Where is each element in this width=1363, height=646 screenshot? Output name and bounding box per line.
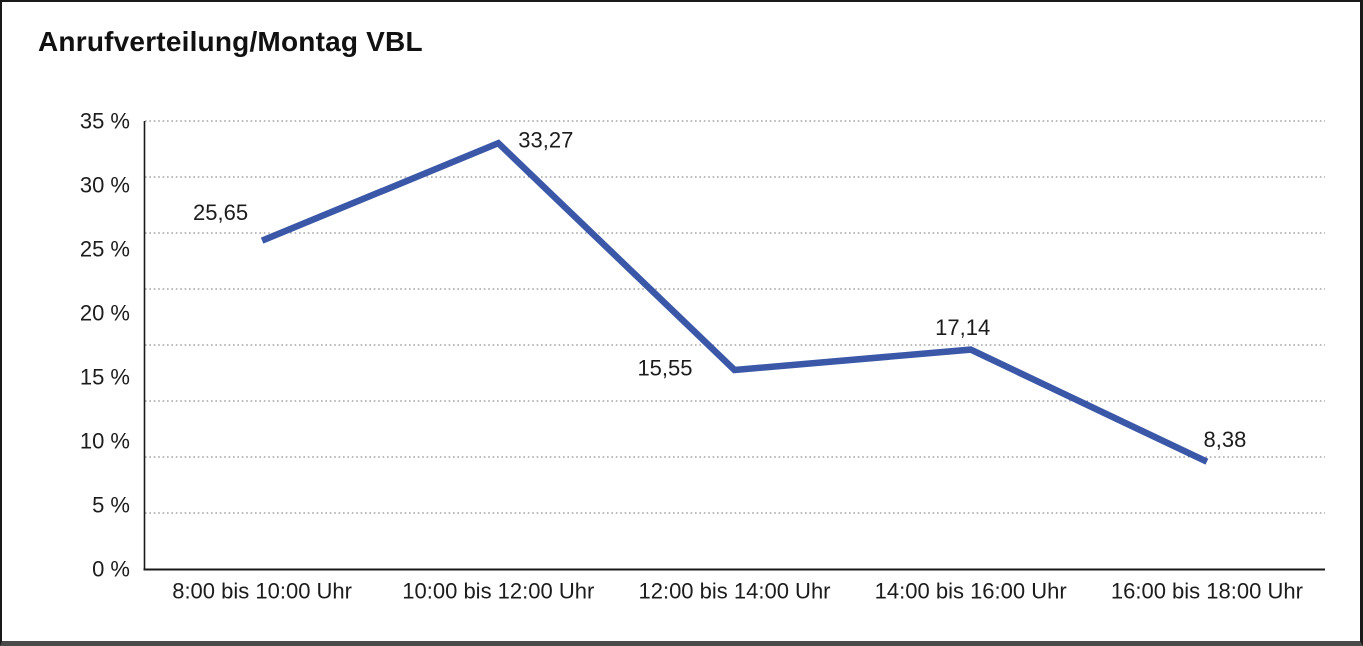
data-point-label: 25,65 [193,200,248,225]
x-tick-label: 8:00 bis 10:00 Uhr [172,579,352,604]
y-tick-label: 15 % [80,365,130,390]
data-point-label: 17,14 [935,315,990,340]
x-tick-label: 10:00 bis 12:00 Uhr [402,579,594,604]
y-tick-label: 30 % [80,173,130,198]
x-tick-label: 12:00 bis 14:00 Uhr [638,579,830,604]
data-point-label: 8,38 [1203,427,1246,452]
y-tick-label: 25 % [80,237,130,262]
y-tick-label: 20 % [80,301,130,326]
x-tick-label: 14:00 bis 16:00 Uhr [875,579,1067,604]
y-tick-label: 5 % [92,493,130,518]
x-tick-label: 16:00 bis 18:00 Uhr [1111,579,1303,604]
chart-title: Anrufverteilung/Montag VBL [38,26,423,57]
y-tick-label: 10 % [80,429,130,454]
y-tick-label: 0 % [92,557,130,582]
data-point-label: 33,27 [518,128,573,153]
data-point-label: 15,55 [637,355,692,380]
y-tick-label: 35 % [80,109,130,134]
data-line [260,139,1209,465]
